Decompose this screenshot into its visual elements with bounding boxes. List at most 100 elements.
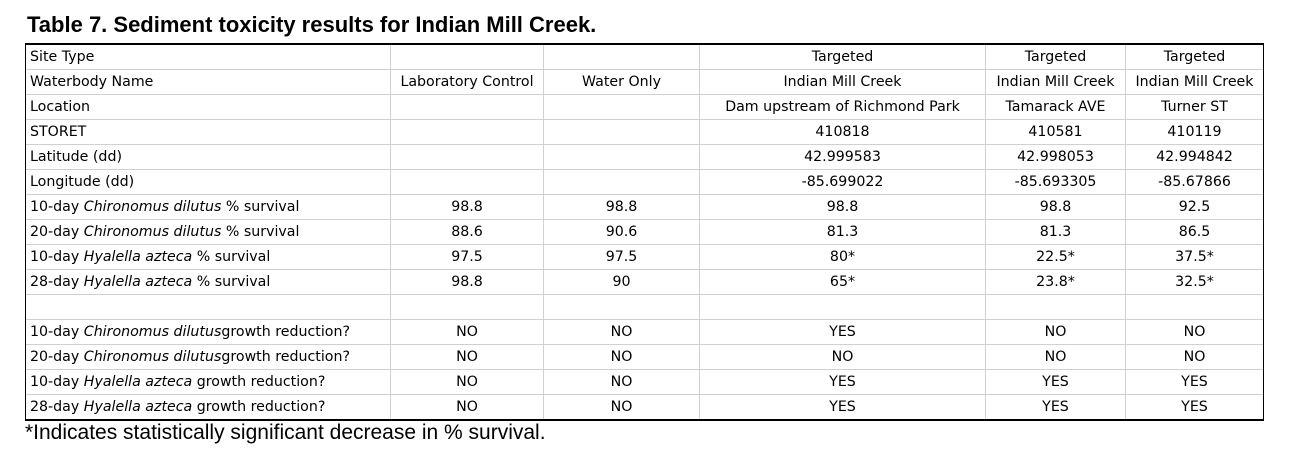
table-cell: 22.5* [985, 244, 1126, 270]
table-cell [543, 144, 700, 170]
table-cell: NO [543, 319, 700, 345]
species-name: Chironomus dilutus [83, 349, 222, 365]
label-text: 10-day [30, 374, 84, 390]
table-row: Longitude (dd) -85.699022 -85.693305 -85.67… [25, 169, 1264, 195]
label-text: 10-day [30, 324, 84, 340]
table-cell: NO [390, 369, 544, 395]
table-cell: YES [699, 319, 986, 345]
table-cell: NO [543, 394, 700, 421]
table-cell: NO [543, 344, 700, 370]
table-cell [699, 294, 986, 320]
table-cell [390, 144, 544, 170]
label-text: 10-day [30, 199, 84, 215]
species-name: Chironomus dilutus [83, 199, 222, 215]
table-cell: NO [1125, 344, 1264, 370]
sediment-toxicity-table: Site Type Targeted Targeted Targeted Waterbo… [25, 43, 1264, 421]
footnote: *Indicates statistically significant dec… [25, 421, 546, 444]
table-cell: Targeted [985, 43, 1126, 70]
table-cell [543, 294, 700, 320]
table-cell: 81.3 [699, 219, 986, 245]
table-cell: 98.8 [543, 194, 700, 220]
species-name: Hyalella azteca [83, 249, 193, 265]
table-cell: NO [390, 319, 544, 345]
row-label: 20-day Chironomus dilutusgrowth reductio… [25, 344, 391, 370]
table-cell: 65* [699, 269, 986, 295]
table-cell: NO [390, 394, 544, 421]
table-cell: 86.5 [1125, 219, 1264, 245]
species-name: Chironomus dilutus [83, 324, 222, 340]
table-cell: 98.8 [390, 194, 544, 220]
table-cell: YES [985, 394, 1126, 421]
table-cell [390, 119, 544, 145]
label-text: 20-day [30, 224, 84, 240]
table-cell: Indian Mill Creek [1125, 69, 1264, 95]
table-cell: 42.994842 [1125, 144, 1264, 170]
table-cell [543, 169, 700, 195]
table-cell [390, 294, 544, 320]
table-row: Location Dam upstream of Richmond Park Tam… [25, 94, 1264, 120]
row-label: 28-day Hyalella azteca % survival [25, 269, 391, 295]
table-cell [390, 169, 544, 195]
label-text: STORET [30, 124, 87, 140]
species-name: Hyalella azteca [83, 274, 193, 290]
table-row: 28-day Hyalella azteca % survival 98.8 90 6… [25, 269, 1264, 295]
label-text: 28-day [30, 274, 84, 290]
row-label [25, 294, 391, 320]
label-text: growth reduction? [192, 374, 326, 390]
table-cell: 98.8 [699, 194, 986, 220]
table-row: STORET 410818 410581 410119 [25, 119, 1264, 145]
row-label: Longitude (dd) [25, 169, 391, 195]
table-cell: NO [543, 369, 700, 395]
label-text: Latitude (dd) [30, 149, 122, 165]
label-text: 10-day [30, 249, 84, 265]
table-cell [1125, 294, 1264, 320]
label-text: growth reduction? [221, 349, 350, 365]
table-cell: NO [390, 344, 544, 370]
table-row: 20-day Chironomus dilutusgrowth reductio… [25, 344, 1264, 370]
row-label: Latitude (dd) [25, 144, 391, 170]
table-cell: Indian Mill Creek [985, 69, 1126, 95]
table-cell: -85.67866 [1125, 169, 1264, 195]
table-cell: 32.5* [1125, 269, 1264, 295]
table-cell: 98.8 [390, 269, 544, 295]
table-cell [390, 43, 544, 70]
table-cell [985, 294, 1126, 320]
table-cell: YES [1125, 394, 1264, 421]
species-name: Chironomus dilutus [83, 224, 222, 240]
table-cell [543, 43, 700, 70]
table-cell [543, 94, 700, 120]
table-row: Site Type Targeted Targeted Targeted [25, 43, 1264, 70]
table-cell: Laboratory Control [390, 69, 544, 95]
table-cell: 23.8* [985, 269, 1126, 295]
label-text: % survival [221, 224, 300, 240]
row-label: 20-day Chironomus dilutus % survival [25, 219, 391, 245]
table-cell: Tamarack AVE [985, 94, 1126, 120]
label-text: Waterbody Name [30, 74, 154, 90]
label-text: Site Type [30, 49, 95, 65]
table-row: 10-day Hyalella azteca growth reduction?… [25, 369, 1264, 395]
table-cell [390, 94, 544, 120]
row-label: 10-day Chironomus dilutus % survival [25, 194, 391, 220]
label-text: % survival [192, 274, 271, 290]
table-cell: 80* [699, 244, 986, 270]
row-label: STORET [25, 119, 391, 145]
table-cell: Turner ST [1125, 94, 1264, 120]
table-row: 10-day Chironomus dilutusgrowth reductio… [25, 319, 1264, 345]
table-cell: 97.5 [543, 244, 700, 270]
table-cell: 92.5 [1125, 194, 1264, 220]
row-label: 28-day Hyalella azteca growth reduction? [25, 394, 391, 421]
table-cell: Targeted [1125, 43, 1264, 70]
label-text: % survival [221, 199, 300, 215]
table-cell [543, 119, 700, 145]
table-cell: 97.5 [390, 244, 544, 270]
row-label: Site Type [25, 43, 391, 70]
table-row: 10-day Chironomus dilutus % survival 98.8… [25, 194, 1264, 220]
label-text: growth reduction? [192, 399, 326, 415]
table-cell: 410581 [985, 119, 1126, 145]
row-label: Location [25, 94, 391, 120]
table-cell: NO [985, 319, 1126, 345]
row-label: 10-day Hyalella azteca growth reduction? [25, 369, 391, 395]
table-row: Latitude (dd) 42.999583 42.998053 42.994842 [25, 144, 1264, 170]
table-cell: YES [985, 369, 1126, 395]
table-cell: 410818 [699, 119, 986, 145]
